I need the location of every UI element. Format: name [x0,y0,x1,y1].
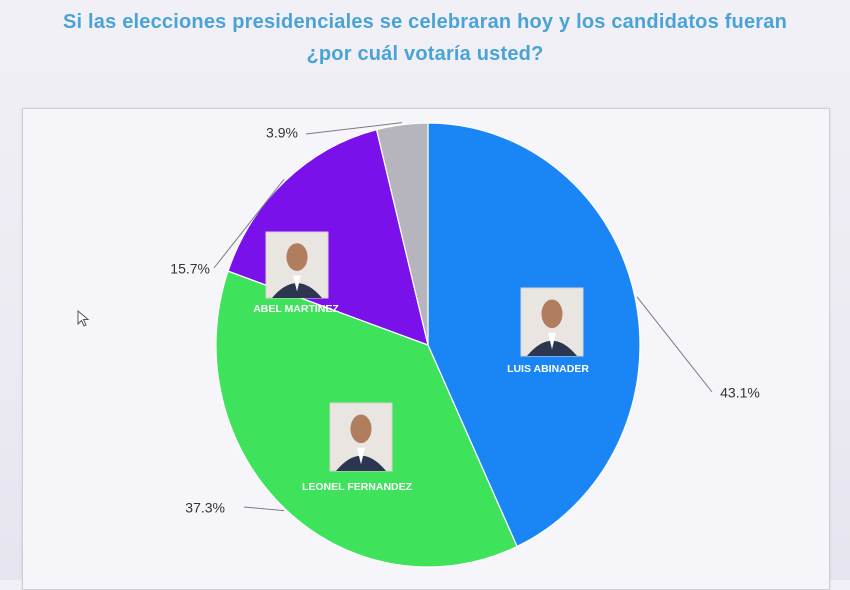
chart-title-line-1: Si las elecciones presidenciales se cele… [62,11,787,33]
candidate-photo-leonel-fernandez [329,402,393,472]
leader-line-other [305,122,402,135]
chart-title: Si las elecciones presidenciales se cele… [20,6,830,70]
slice-name-abel-martinez: ABEL MARTINEZ [253,303,339,315]
leader-line-leonel-fernandez [243,506,285,512]
candidate-photo-abel-martinez [265,231,329,299]
data-label-leonel-fernandez: 37.3% [185,500,225,516]
chart-title-line-2: ¿por cuál votaría usted? [306,43,544,65]
pie-slice-other [375,122,429,346]
data-label-other: 3.9% [266,125,298,141]
candidate-photo-luis-abinader [520,287,584,357]
mouse-pointer-icon [77,310,90,327]
slice-name-leonel-fernandez: LEONEL FERNANDEZ [302,481,413,493]
slice-name-luis-abinader: LUIS ABINADER [507,363,589,375]
data-label-abel-martinez: 15.7% [170,261,210,277]
leader-line-luis-abinader [636,296,713,393]
data-label-luis-abinader: 43.1% [720,385,760,401]
leader-line-abel-martinez [213,179,285,269]
